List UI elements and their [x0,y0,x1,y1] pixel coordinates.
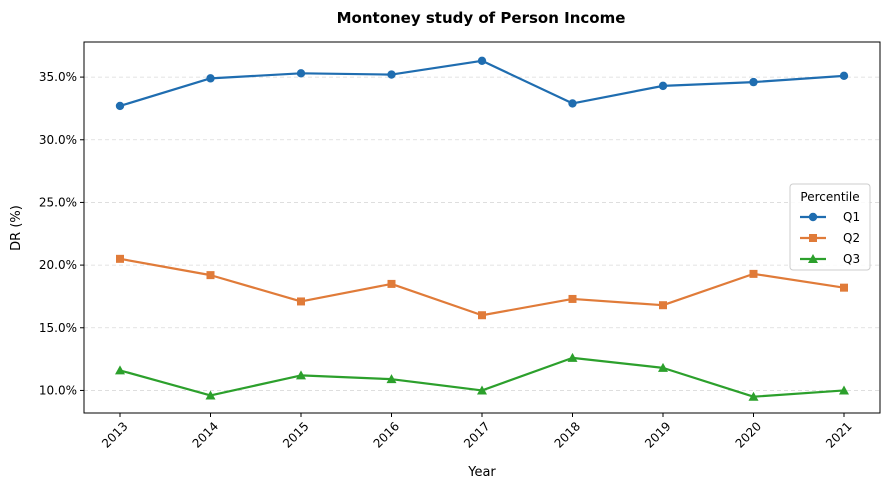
data-point-q2 [840,283,848,292]
y-axis: 10.0% 15.0% 20.0% 25.0% 30.0% 35.0% [39,70,84,397]
y-tick-label: 20.0% [39,258,77,272]
series-layer [115,56,849,401]
x-tick-label: 2015 [280,419,311,450]
data-point-q3 [748,391,759,401]
legend-label-q2: Q2 [843,231,860,245]
chart-title: Montoney study of Person Income [337,9,626,27]
y-tick-label: 35.0% [39,70,77,84]
series-q1 [115,56,849,111]
x-tick-label: 2021 [823,419,854,450]
legend: Percentile Q1 Q2 Q3 [789,183,871,271]
x-tick-label: 2014 [190,419,221,450]
data-point-q1 [658,81,668,91]
series-line-q2 [119,257,845,317]
data-point-q1 [568,99,577,108]
series-q3 [115,352,849,401]
data-point-q1 [477,56,487,66]
x-tick-label: 2016 [371,419,402,450]
data-point-q1 [115,101,125,111]
data-point-q3 [567,352,578,362]
y-tick-label: 15.0% [39,321,77,335]
x-axis: 2013 2014 2015 2016 2017 2018 2019 2020 2021 [99,413,855,451]
x-tick-label: 2019 [642,419,673,450]
data-point-q3 [115,365,125,375]
data-point-q3 [296,370,306,380]
data-point-q2 [387,279,396,288]
data-point-q1 [387,70,396,79]
data-point-q1 [749,77,758,87]
legend-marker-q2 [809,234,817,242]
series-q2 [116,254,848,320]
data-point-q2 [206,271,215,280]
data-point-q2 [749,269,758,278]
series-line-q1 [119,59,845,107]
y-tick-label: 10.0% [39,383,77,397]
plot-frame [83,41,881,414]
grid-layer [84,76,880,391]
data-point-q2 [478,311,486,320]
data-point-q3 [839,385,849,395]
data-point-q2 [297,297,305,306]
legend-title: Percentile [800,190,859,204]
x-tick-label: 2013 [99,419,130,450]
legend-label-q3: Q3 [843,252,860,266]
data-point-q2 [568,294,577,303]
legend-marker-q3 [808,254,818,263]
data-point-q3 [658,362,668,372]
data-point-q3 [205,390,216,400]
x-tick-label: 2018 [552,419,583,450]
x-tick-label: 2017 [461,419,492,450]
y-tick-label: 25.0% [39,195,77,209]
data-point-q2 [659,301,667,310]
data-point-q2 [116,254,124,263]
legend-label-q1: Q1 [843,210,860,224]
data-point-q1 [296,69,306,78]
legend-box [789,183,871,271]
x-axis-label: Year [467,465,496,480]
y-axis-label: DR (%) [9,205,24,251]
data-point-q1 [839,71,849,81]
y-tick-label: 30.0% [39,133,77,147]
data-point-q1 [206,74,215,83]
x-tick-label: 2020 [733,419,764,450]
data-point-q3 [386,374,397,384]
legend-marker-q1 [808,212,818,222]
data-point-q3 [477,385,487,395]
